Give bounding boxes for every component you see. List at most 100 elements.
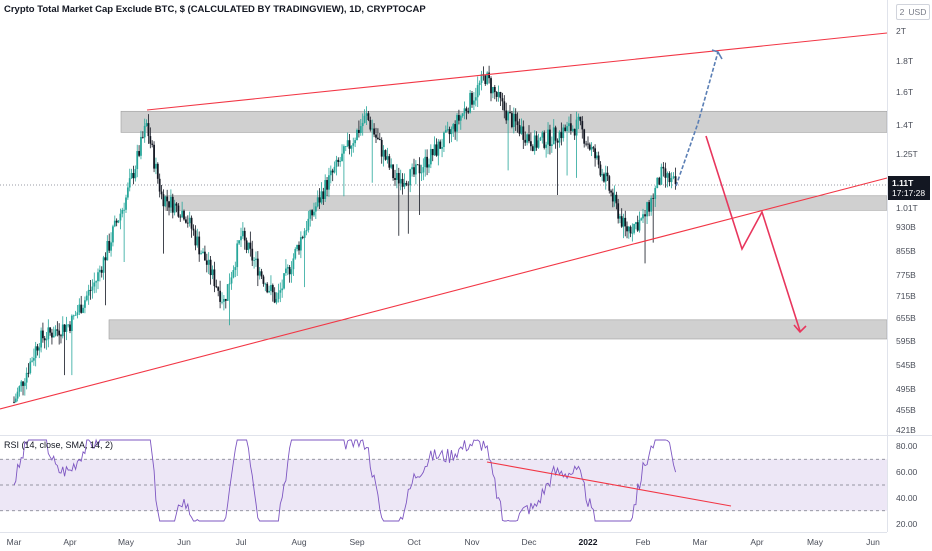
candle-body [147, 123, 150, 137]
candle-body [134, 169, 137, 179]
candle-body [384, 150, 387, 160]
candle-body [74, 314, 77, 316]
candle-body [428, 164, 430, 168]
candle-body [588, 144, 591, 150]
candle-body [497, 91, 500, 97]
candle-body [97, 272, 99, 282]
currency-button[interactable]: USD [908, 7, 927, 17]
candle-body [243, 230, 246, 241]
pane-divider[interactable] [0, 435, 932, 436]
candle-body [390, 164, 393, 168]
candle-body [190, 217, 193, 229]
candle-body [164, 196, 167, 207]
candle-body [329, 170, 332, 176]
rsi-axis[interactable]: 80.00 60.00 40.00 20.00 [887, 436, 932, 532]
candle-body [339, 161, 342, 162]
candle-body [490, 78, 492, 94]
candle-body [78, 304, 81, 313]
candle-body [435, 144, 438, 156]
candle-body [217, 287, 220, 291]
candle-body [264, 283, 267, 285]
candle-body [569, 123, 572, 131]
candle-body [474, 97, 477, 101]
candle-body [405, 182, 408, 185]
candle-body [29, 361, 32, 373]
candle-body [271, 285, 274, 293]
price-tick-label: 775B [896, 270, 916, 280]
candle-body [32, 358, 35, 361]
candle-body [524, 139, 527, 143]
candle-body [512, 113, 515, 128]
candle-body [507, 112, 509, 121]
candle-body [488, 72, 490, 79]
candle-body [238, 240, 240, 244]
candle-body [61, 324, 64, 337]
candle-body [459, 115, 462, 121]
candle-body [437, 141, 440, 156]
candle-body [301, 237, 304, 238]
candle-body [662, 166, 665, 169]
candle-body [27, 372, 30, 374]
candle-body [209, 259, 212, 276]
candle-body [646, 202, 648, 217]
candle-body [478, 82, 481, 86]
candle-body [448, 129, 451, 135]
candle-body [13, 401, 15, 403]
candle-body [288, 267, 291, 275]
candle-body [305, 230, 308, 232]
candle-body [67, 324, 70, 326]
candle-body [54, 329, 57, 336]
rsi-indicator-label[interactable]: RSI (14, close, SMA, 14, 2) [4, 440, 114, 450]
candle-body [47, 327, 50, 340]
candle-body [335, 159, 338, 167]
candle-body [547, 129, 549, 145]
candle-body [539, 137, 542, 141]
candle-body [145, 123, 148, 126]
price-axis[interactable]: 2T 1.8T 1.6T 1.4T 1.25T 1.01T 930B 855B 775B 715B… [887, 0, 932, 435]
candle-body [420, 172, 423, 174]
candle-body [348, 140, 351, 149]
candle-body [642, 214, 644, 219]
candle-body [125, 197, 127, 210]
candle-body [14, 398, 17, 403]
bullish-projection-arrowhead [711, 49, 723, 60]
candle-body [322, 191, 325, 199]
candle-body [170, 196, 172, 208]
rsi-tick-label: 20.00 [896, 518, 918, 529]
candle-body [341, 153, 343, 162]
candle-body [603, 174, 605, 182]
candle-body [245, 240, 248, 250]
price-tick-label: 545B [896, 360, 916, 370]
candle-body [155, 163, 157, 169]
candle-body [316, 197, 319, 207]
candle-body [110, 242, 112, 251]
candle-body [275, 298, 278, 303]
candle-body [564, 127, 567, 131]
candle-body [367, 113, 370, 121]
candle-body [652, 198, 655, 199]
candle-body [575, 119, 578, 136]
candle-body [363, 115, 366, 123]
bar-countdown: 17:17:28 [892, 188, 926, 198]
scale-buttons[interactable]: 2 USD [896, 4, 930, 20]
candle-body [399, 178, 402, 184]
candle-body [249, 242, 252, 249]
candle-body [117, 220, 120, 223]
candle-body [433, 144, 436, 156]
candle-body [346, 140, 349, 147]
time-axis[interactable]: Mar Apr May Jun Jul Aug Sep Oct Nov Dec 2022 Feb Mar… [0, 532, 887, 551]
candle-body [350, 145, 353, 149]
candle-body [328, 175, 330, 190]
candle-body [337, 159, 340, 162]
candle-body [160, 191, 163, 195]
candle-body [89, 289, 92, 291]
candle-body [76, 312, 79, 315]
bearish-projection-path [705, 135, 801, 332]
time-tick-label: Nov [464, 537, 480, 547]
candle-body [84, 300, 86, 308]
log-scale-button[interactable]: 2 [899, 7, 905, 17]
candle-body [60, 335, 62, 337]
candle-body [93, 282, 96, 287]
candle-body [597, 155, 600, 165]
